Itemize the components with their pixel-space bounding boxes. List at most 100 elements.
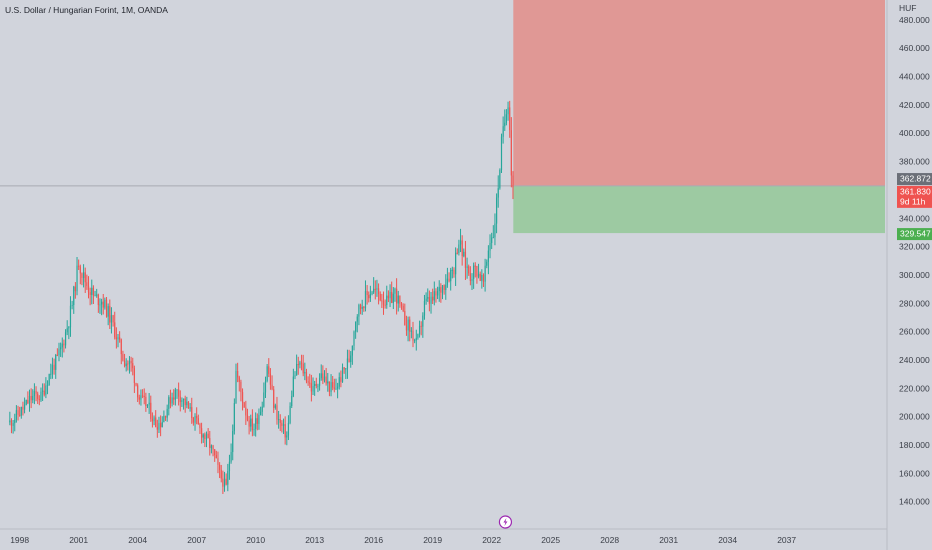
candle — [468, 264, 470, 276]
event-marker[interactable] — [498, 515, 513, 529]
candle-body — [46, 385, 49, 387]
candle-body — [246, 415, 249, 421]
candle-body — [417, 334, 419, 338]
x-axis[interactable]: 1998 2001 2004 2007 2010 2013 2016 2019 2022 2025… — [0, 528, 887, 545]
candle — [407, 316, 409, 342]
candle — [428, 290, 430, 312]
candle — [282, 418, 285, 434]
candle — [127, 360, 129, 371]
candle — [160, 415, 162, 437]
candle-body — [309, 382, 311, 384]
current-price-tag-text: 362.872 — [900, 174, 931, 184]
candle — [359, 303, 362, 315]
candle — [112, 314, 114, 327]
candle — [317, 383, 319, 393]
candle — [109, 299, 111, 329]
candle-body — [168, 397, 170, 409]
candle-body — [207, 433, 209, 439]
candle-body — [296, 364, 298, 376]
candle — [214, 448, 216, 462]
candle — [186, 396, 188, 409]
candle-body — [196, 415, 198, 419]
candle-body — [68, 327, 70, 329]
candle-body — [451, 269, 453, 271]
candle-body — [276, 405, 278, 420]
candle-body — [217, 458, 219, 465]
candle-body — [415, 337, 417, 341]
candle — [51, 357, 54, 379]
y-axis[interactable]: 140.000 160.000 180.000 200.000 220.000 240.0… — [886, 0, 930, 550]
candle — [300, 354, 303, 371]
position-zones[interactable] — [513, 0, 885, 234]
candle — [194, 413, 196, 431]
candle-body — [253, 428, 255, 431]
candle-body — [400, 303, 403, 306]
candle — [73, 285, 75, 314]
candle-body — [359, 304, 362, 309]
candle-body — [368, 295, 370, 299]
candle-body — [130, 360, 132, 364]
candle-body — [43, 390, 45, 395]
candle — [482, 273, 485, 288]
candle — [227, 463, 229, 492]
candle — [66, 320, 68, 336]
candle — [451, 266, 453, 279]
candle-body — [115, 337, 117, 340]
candle — [346, 349, 349, 379]
candle-body — [259, 411, 262, 415]
candle-body — [96, 294, 98, 296]
candle — [251, 409, 253, 437]
candle — [371, 290, 373, 296]
candle-body — [174, 389, 176, 400]
candle — [137, 383, 139, 402]
stop-loss-zone[interactable] — [513, 0, 885, 186]
candle-body — [63, 343, 65, 346]
candle-body — [387, 295, 390, 299]
candle — [507, 101, 509, 121]
candle — [117, 333, 119, 348]
candle-body — [233, 403, 235, 432]
candle-body — [48, 374, 50, 386]
candle — [423, 294, 426, 320]
candle-body — [140, 395, 142, 400]
x-tick-label: 2001 — [69, 535, 88, 545]
candle-body — [155, 417, 157, 428]
candle — [287, 415, 290, 441]
candle-body — [117, 337, 119, 340]
candle-body — [132, 363, 134, 369]
candle — [76, 256, 78, 296]
candle — [217, 451, 219, 474]
candle-body — [102, 301, 104, 308]
candle — [60, 342, 62, 357]
candle — [486, 259, 488, 269]
candle — [453, 267, 455, 278]
candle-body — [22, 407, 24, 410]
candle-body — [314, 383, 316, 387]
candle-body — [468, 266, 470, 274]
candle-body — [123, 360, 126, 367]
x-tick-label: 2037 — [777, 535, 796, 545]
candle — [299, 360, 301, 369]
candle-body — [69, 305, 72, 328]
candle-body — [323, 376, 326, 381]
candle — [235, 363, 237, 404]
candle-body — [55, 354, 57, 370]
candle — [318, 373, 321, 391]
candle-body — [284, 424, 286, 438]
candle — [78, 259, 80, 271]
candle — [502, 116, 504, 144]
candle-body — [164, 415, 167, 418]
candle — [38, 395, 40, 406]
candle — [240, 379, 242, 402]
candle — [161, 416, 163, 428]
candle-body — [14, 419, 16, 424]
candle-body — [209, 438, 211, 449]
candle — [296, 354, 298, 376]
candle-body — [469, 273, 471, 281]
candle-body — [251, 418, 253, 431]
chart-title: U.S. Dollar / Hungarian Forint, 1M, OAND… — [5, 5, 168, 15]
take-profit-zone[interactable] — [513, 185, 885, 234]
candle-body — [156, 427, 158, 430]
candle-body — [325, 376, 327, 384]
